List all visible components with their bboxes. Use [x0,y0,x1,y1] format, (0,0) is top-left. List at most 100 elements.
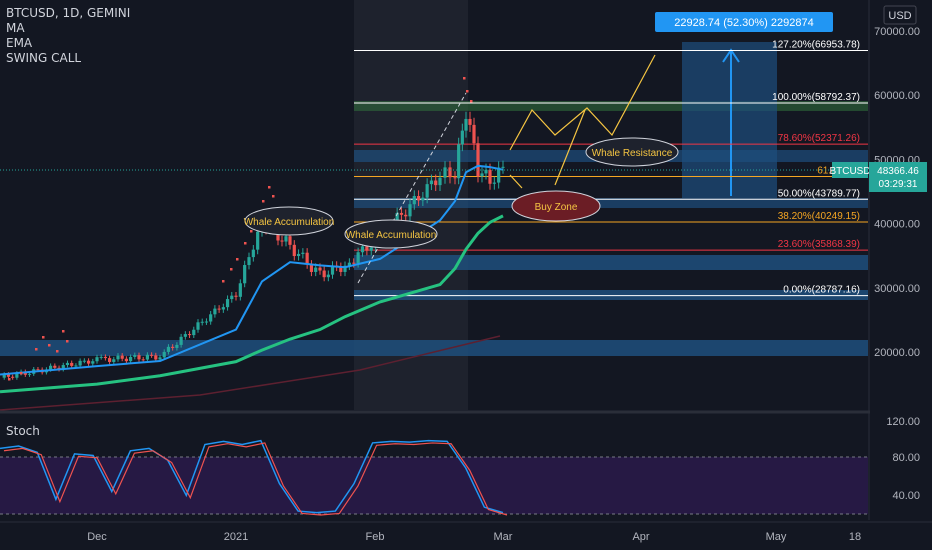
candle-body [171,346,175,348]
zone-6 [354,101,868,111]
stoch-d-line [3,442,508,516]
candle-body [179,336,183,345]
candle-body [416,196,421,201]
candle-body [448,167,452,178]
measure-label: 22928.74 (52.30%) 2292874 [655,12,833,32]
time-tick-label: Dec [87,531,107,543]
annotation-buy-zone[interactable]: Buy Zone [511,190,601,222]
swing-dot [244,242,247,245]
zone-3 [0,340,868,356]
price-axis: 70000.0060000.0050000.0040000.0030000.00… [874,26,920,359]
candle-body [288,236,292,245]
stoch-band [0,457,868,514]
swing-dot [62,330,65,333]
symbol-title: BTCUSD, 1D, GEMINI [6,6,131,20]
candle-body [213,308,217,315]
candle-body [6,374,11,377]
fib-label: 23.60%(35868.39) [778,239,860,250]
fib-label: 78.60%(52371.26) [778,133,860,144]
svg-text:USD: USD [888,10,911,22]
stoch-axis: 120.00 80.00 40.00 [886,416,920,502]
candle-body [99,356,103,358]
currency-label[interactable]: USD [883,5,917,25]
candle-body [284,236,288,242]
candle-body [204,321,209,323]
candle-body [322,270,326,278]
fib-label: 100.00%(58792.37) [772,92,860,103]
zone-5 [354,198,868,208]
candle-body [408,204,412,217]
candle-body [480,173,484,177]
swing-dot [262,200,265,203]
candle-body [404,214,408,217]
candle-body [108,358,112,362]
candle-body [120,355,124,359]
candle-body [318,267,322,271]
candle-body [225,299,230,308]
stoch-tick-label: 40.00 [892,490,920,502]
annotation-whale-accumulation-1[interactable]: Whale Accumulation [244,206,335,236]
indicator-ema[interactable]: EMA [6,36,33,50]
candle-body [443,167,447,178]
candle-body [280,240,284,242]
candle-body [175,344,179,348]
candle-body [86,360,91,364]
candle-body [137,355,141,360]
indicator-ma[interactable]: MA [6,21,25,35]
indicator-lines [0,164,504,411]
candle-body [27,373,32,375]
indicator-swing-call[interactable]: SWING CALL [6,51,82,65]
swing-dot [236,258,239,261]
candle-body [457,144,461,179]
candle-body [192,329,196,336]
candle-body [74,365,78,367]
candle-body [468,118,472,125]
candle-body [369,247,373,251]
candle-body [230,295,234,300]
annotation-text: Whale Accumulation [244,217,335,228]
candle-body [95,357,99,362]
candle-body [187,334,192,336]
fib-label: 127.20%(66953.78) [772,40,860,51]
candle-body [141,359,145,361]
candle-body [116,355,120,360]
candle-body [330,265,335,275]
price-tick-label: 60000.00 [874,90,920,102]
candle-body [421,197,425,201]
candle-body [36,369,40,371]
candle-body [352,262,356,264]
candle-body [221,307,225,310]
stoch-tick-label: 80.00 [892,452,920,464]
candle-body [103,356,107,359]
annotation-text: Buy Zone [535,202,578,213]
candle-body [238,283,242,297]
candle-body [53,365,57,368]
candle-body [61,365,65,370]
swing-dot [20,372,23,375]
measure-text: 22928.74 (52.30%) 2292874 [674,17,813,29]
annotation-whale-resistance[interactable]: Whale Resistance [585,137,679,167]
candle-body [501,166,505,168]
candle-body [365,246,369,251]
candle-body [243,265,247,284]
swing-dot [230,268,233,271]
candle-body [129,356,133,362]
time-tick-label: May [766,531,787,543]
annotation-text: Whale Resistance [592,148,673,159]
candle-body [492,182,496,184]
candle-body [464,118,468,131]
candle-body [91,361,95,364]
time-tick-label: 18 [849,531,861,543]
candle-body [158,357,162,360]
stoch-label[interactable]: Stoch [6,424,40,438]
candle-body [296,253,301,257]
price-tick-label: 70000.00 [874,26,920,38]
candle-body [438,177,442,186]
fib-label: 38.20%(40249.15) [778,211,860,222]
candle-body [11,376,15,378]
candle-body [412,196,416,205]
series-ma-line [0,214,504,394]
stoch-k-line [0,439,504,514]
annotation-whale-accumulation-2[interactable]: Whale Accumulation [344,219,438,249]
